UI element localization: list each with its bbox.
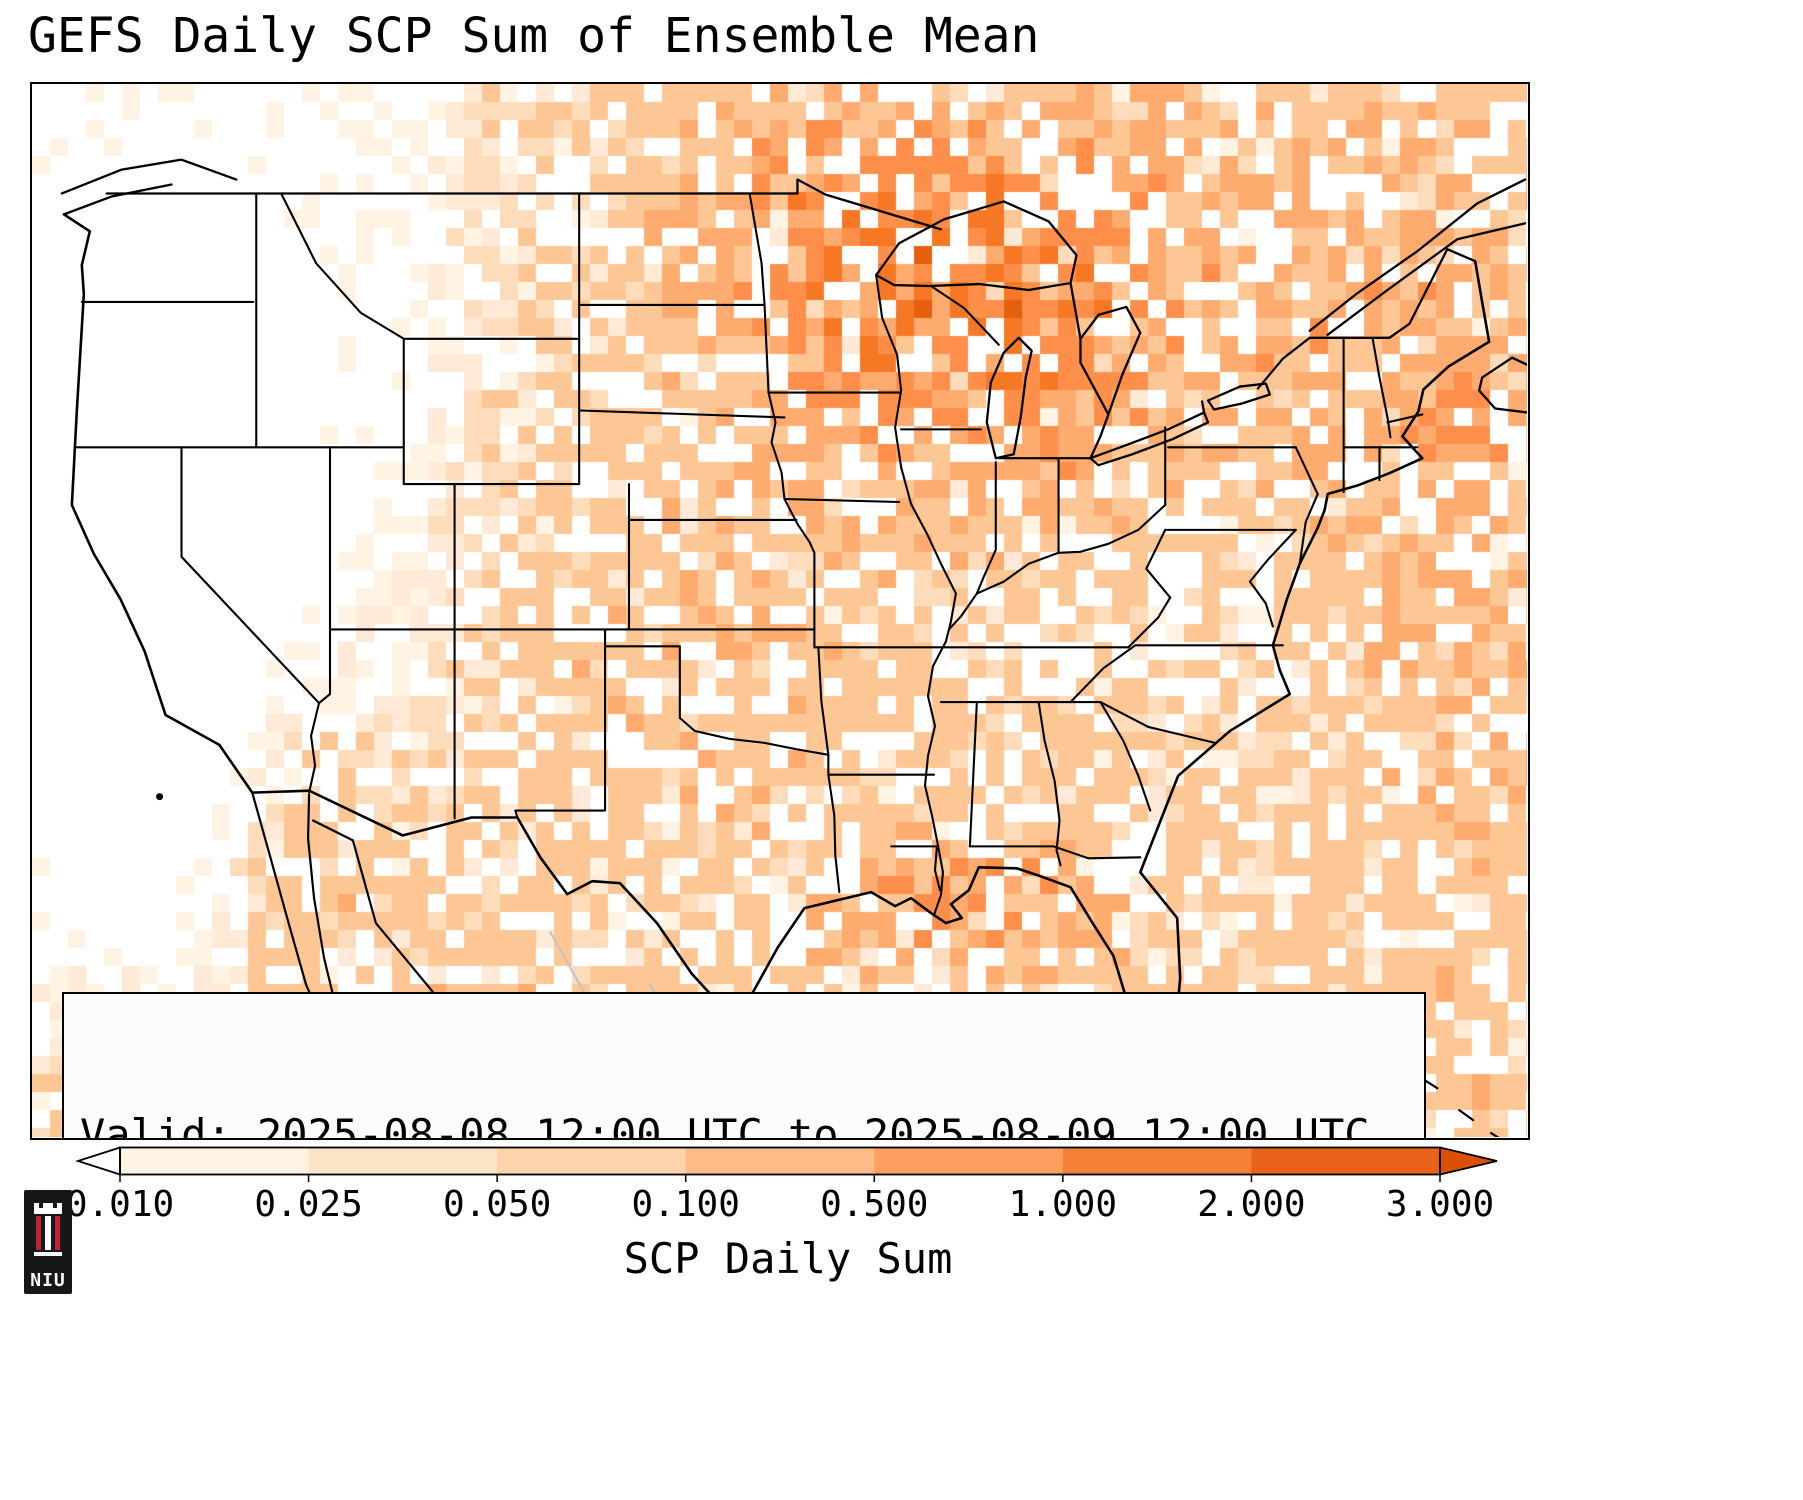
colorbar-title: SCP Daily Sum xyxy=(623,1234,953,1283)
valid-time-text: Valid: 2025-08-08 12:00 UTC to 2025-08-0… xyxy=(80,1110,1370,1140)
niu-logo: NIU xyxy=(24,1190,72,1294)
colorbar-tick-label: 0.010 xyxy=(65,1184,175,1225)
scp-heatmap xyxy=(32,84,1527,1137)
colorbar-tick-label: 0.025 xyxy=(254,1184,363,1225)
colorbar-tick-label: 2.000 xyxy=(1197,1184,1306,1225)
colorbar xyxy=(75,1146,1498,1182)
colorbar-tick-label: 1.000 xyxy=(1008,1184,1118,1225)
validity-info-box: Valid: 2025-08-08 12:00 UTC to 2025-08-0… xyxy=(62,992,1426,1140)
state-borders-overlay xyxy=(60,158,1527,1137)
niu-castle-icon xyxy=(24,1190,72,1266)
niu-logo-text: NIU xyxy=(30,1269,66,1291)
colorbar-tick-label: 3.000 xyxy=(1385,1184,1495,1225)
map-panel: Valid: 2025-08-08 12:00 UTC to 2025-08-0… xyxy=(30,82,1530,1140)
colorbar-tick-label: 0.050 xyxy=(442,1184,552,1225)
colorbar-tick-label: 0.100 xyxy=(631,1184,740,1225)
colorbar-tick-label: 0.500 xyxy=(820,1184,929,1225)
figure-title: GEFS Daily SCP Sum of Ensemble Mean xyxy=(28,8,1040,64)
